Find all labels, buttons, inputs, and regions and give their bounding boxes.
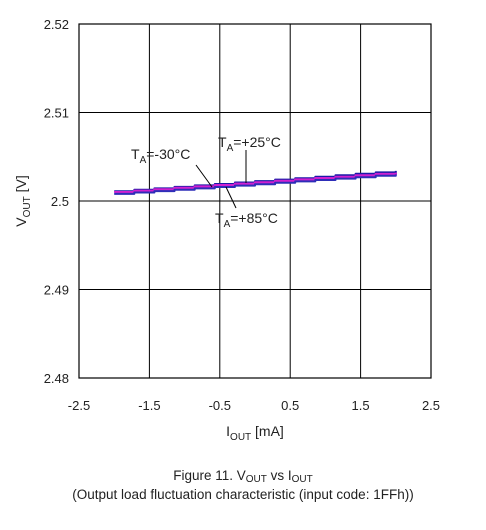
annotation-leader-plus85 xyxy=(225,186,237,209)
y-axis-label: VOUT [V] xyxy=(13,175,33,226)
y-tick-label: 2.5 xyxy=(51,194,69,209)
figure-caption: Figure 11. VOUT vs IOUT xyxy=(173,468,313,485)
figure-caption-subtitle: (Output load fluctuation characteristic … xyxy=(72,487,414,502)
x-tick-label: 2.5 xyxy=(422,398,440,413)
x-tick-label: -2.5 xyxy=(68,398,90,413)
y-tick-label: 2.48 xyxy=(44,371,69,386)
tick-labels: -2.5 -1.5 -0.5 0.5 1.5 2.5 2.52 2.51 2.5 2.49 2.48 xyxy=(44,17,440,413)
annotation-ta-plus25: TA=+25°C xyxy=(218,134,281,154)
vout-vs-iout-chart: -2.5 -1.5 -0.5 0.5 1.5 2.5 2.52 2.51 2.5 2.49 2.48… xyxy=(13,17,440,443)
data-series xyxy=(114,170,397,195)
annotation-ta-minus30: TA=-30°C xyxy=(131,146,190,166)
x-tick-label: -0.5 xyxy=(209,398,231,413)
x-tick-label: 1.5 xyxy=(352,398,370,413)
y-tick-label: 2.49 xyxy=(44,283,69,298)
x-tick-label: 0.5 xyxy=(281,398,299,413)
series-line-2 xyxy=(114,174,397,195)
x-tick-label: -1.5 xyxy=(138,398,160,413)
annotation-leader-minus30 xyxy=(195,164,213,188)
y-tick-label: 2.52 xyxy=(44,17,69,32)
y-tick-label: 2.51 xyxy=(44,106,69,121)
x-axis-label: IOUT [mA] xyxy=(226,423,284,443)
grid-lines xyxy=(78,23,432,379)
annotation-ta-plus85: TA=+85°C xyxy=(215,210,278,230)
